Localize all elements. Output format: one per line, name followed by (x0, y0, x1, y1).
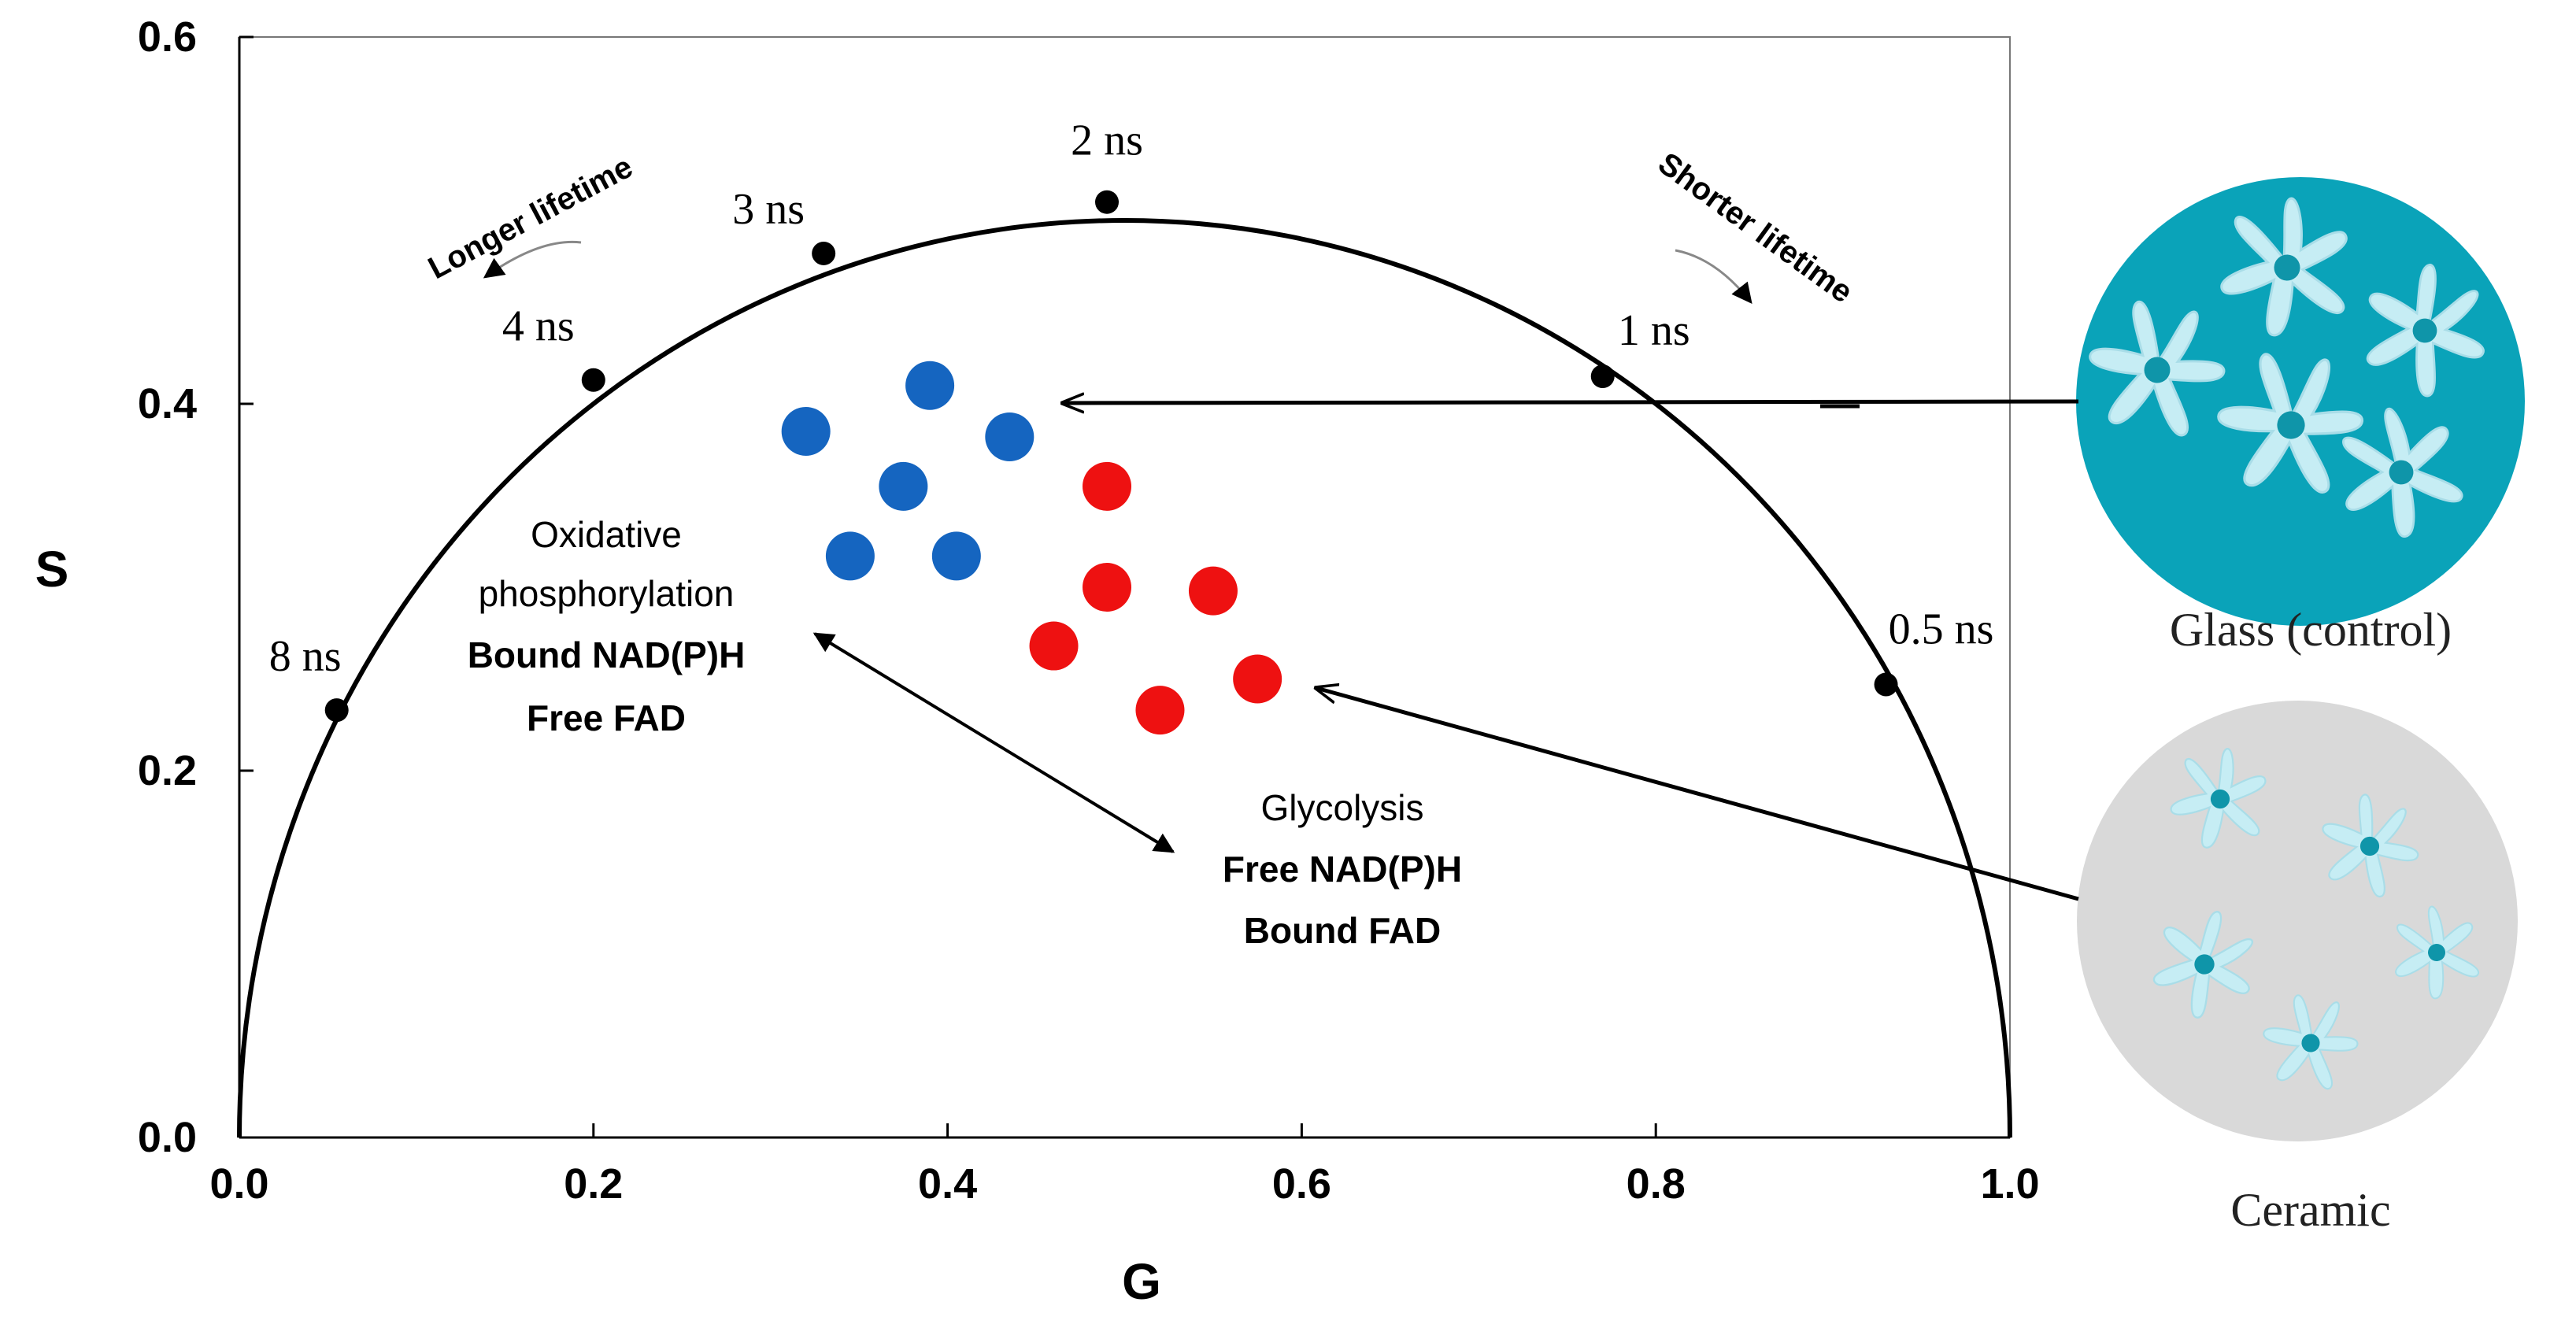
red-point (1029, 621, 1079, 671)
ceramic-pointer-arrow (1316, 688, 2079, 901)
oxidative-line-2: phosphorylation (479, 573, 735, 614)
x-tick-label: 0.2 (564, 1160, 623, 1208)
shorter-lifetime-label: Shorter lifetime (1652, 146, 1859, 309)
lifetime-point (1590, 364, 1615, 389)
blue-point (905, 361, 955, 410)
blue-point (879, 461, 928, 511)
lifetime-point (1874, 672, 1898, 697)
red-point (1083, 461, 1132, 511)
universal-semicircle (237, 218, 2012, 1138)
lifetime-point (324, 698, 349, 723)
metabolic-axis-arrow (812, 632, 1175, 853)
red-point (1188, 566, 1238, 616)
x-axis-label: G (1122, 1253, 1161, 1310)
red-point (1135, 686, 1185, 735)
oxidative-bound-nadph: Bound NAD(P)H (468, 634, 746, 675)
ceramic-label: Ceramic (2230, 1184, 2390, 1236)
y-ticks: 0.0 0.2 0.4 0.6 (138, 13, 254, 1161)
y-tick-label: 0.2 (138, 747, 197, 794)
shorter-lifetime-hint: Shorter lifetime (1652, 146, 1859, 309)
y-tick-label: 0.6 (138, 13, 197, 61)
x-ticks: 0.0 0.2 0.4 0.6 0.8 1.0 (209, 1123, 2040, 1208)
glycolysis-bound-fad: Bound FAD (1244, 910, 1441, 951)
red-point (1233, 654, 1282, 704)
x-tick-label: 0.4 (918, 1160, 977, 1208)
longer-lifetime-label: Longer lifetime (423, 150, 638, 286)
lifetime-point (812, 241, 836, 265)
blue-point (825, 531, 875, 581)
lifetime-label: 0.5 ns (1889, 605, 1994, 653)
lifetime-label: 2 ns (1071, 117, 1143, 165)
glycolysis-free-nadph: Free NAD(P)H (1223, 849, 1462, 890)
longer-lifetime-arrow (483, 240, 582, 279)
lifetime-label: 1 ns (1618, 306, 1690, 355)
oxidative-free-fad: Free FAD (527, 697, 686, 738)
y-axis-label: S (35, 541, 69, 597)
lifetime-label: 4 ns (502, 302, 575, 351)
ceramic-image (2077, 701, 2518, 1141)
ceramic-inset: Ceramic (2077, 701, 2518, 1236)
lifetime-point (1095, 190, 1120, 214)
shorter-lifetime-arrow (1675, 249, 1752, 305)
data-points (781, 361, 1282, 735)
glass-control-inset: Glass (control) (2076, 177, 2525, 656)
y-tick-label: 0.0 (138, 1114, 197, 1161)
blue-point (781, 406, 831, 456)
glycolysis-label: Glycolysis (1260, 787, 1423, 828)
blue-point (985, 412, 1034, 461)
oxidative-line-1: Oxidative (531, 514, 682, 555)
lifetime-markers: 8 ns 4 ns 3 ns 2 ns 1 ns 0.5 ns (269, 117, 1994, 723)
x-tick-label: 1.0 (1980, 1160, 2039, 1208)
x-tick-label: 0.8 (1627, 1160, 1686, 1208)
lifetime-point (581, 368, 605, 392)
glass-control-label: Glass (control) (2170, 604, 2452, 656)
lifetime-label: 3 ns (732, 185, 805, 234)
glass-pointer-arrow (1063, 401, 2079, 403)
blue-point (931, 531, 981, 581)
lifetime-label: 8 ns (269, 632, 342, 681)
red-point (1083, 563, 1132, 612)
longer-lifetime-hint: Longer lifetime (423, 150, 638, 286)
x-tick-label: 0.0 (209, 1160, 268, 1208)
y-tick-label: 0.4 (138, 380, 197, 427)
x-tick-label: 0.6 (1272, 1160, 1331, 1208)
